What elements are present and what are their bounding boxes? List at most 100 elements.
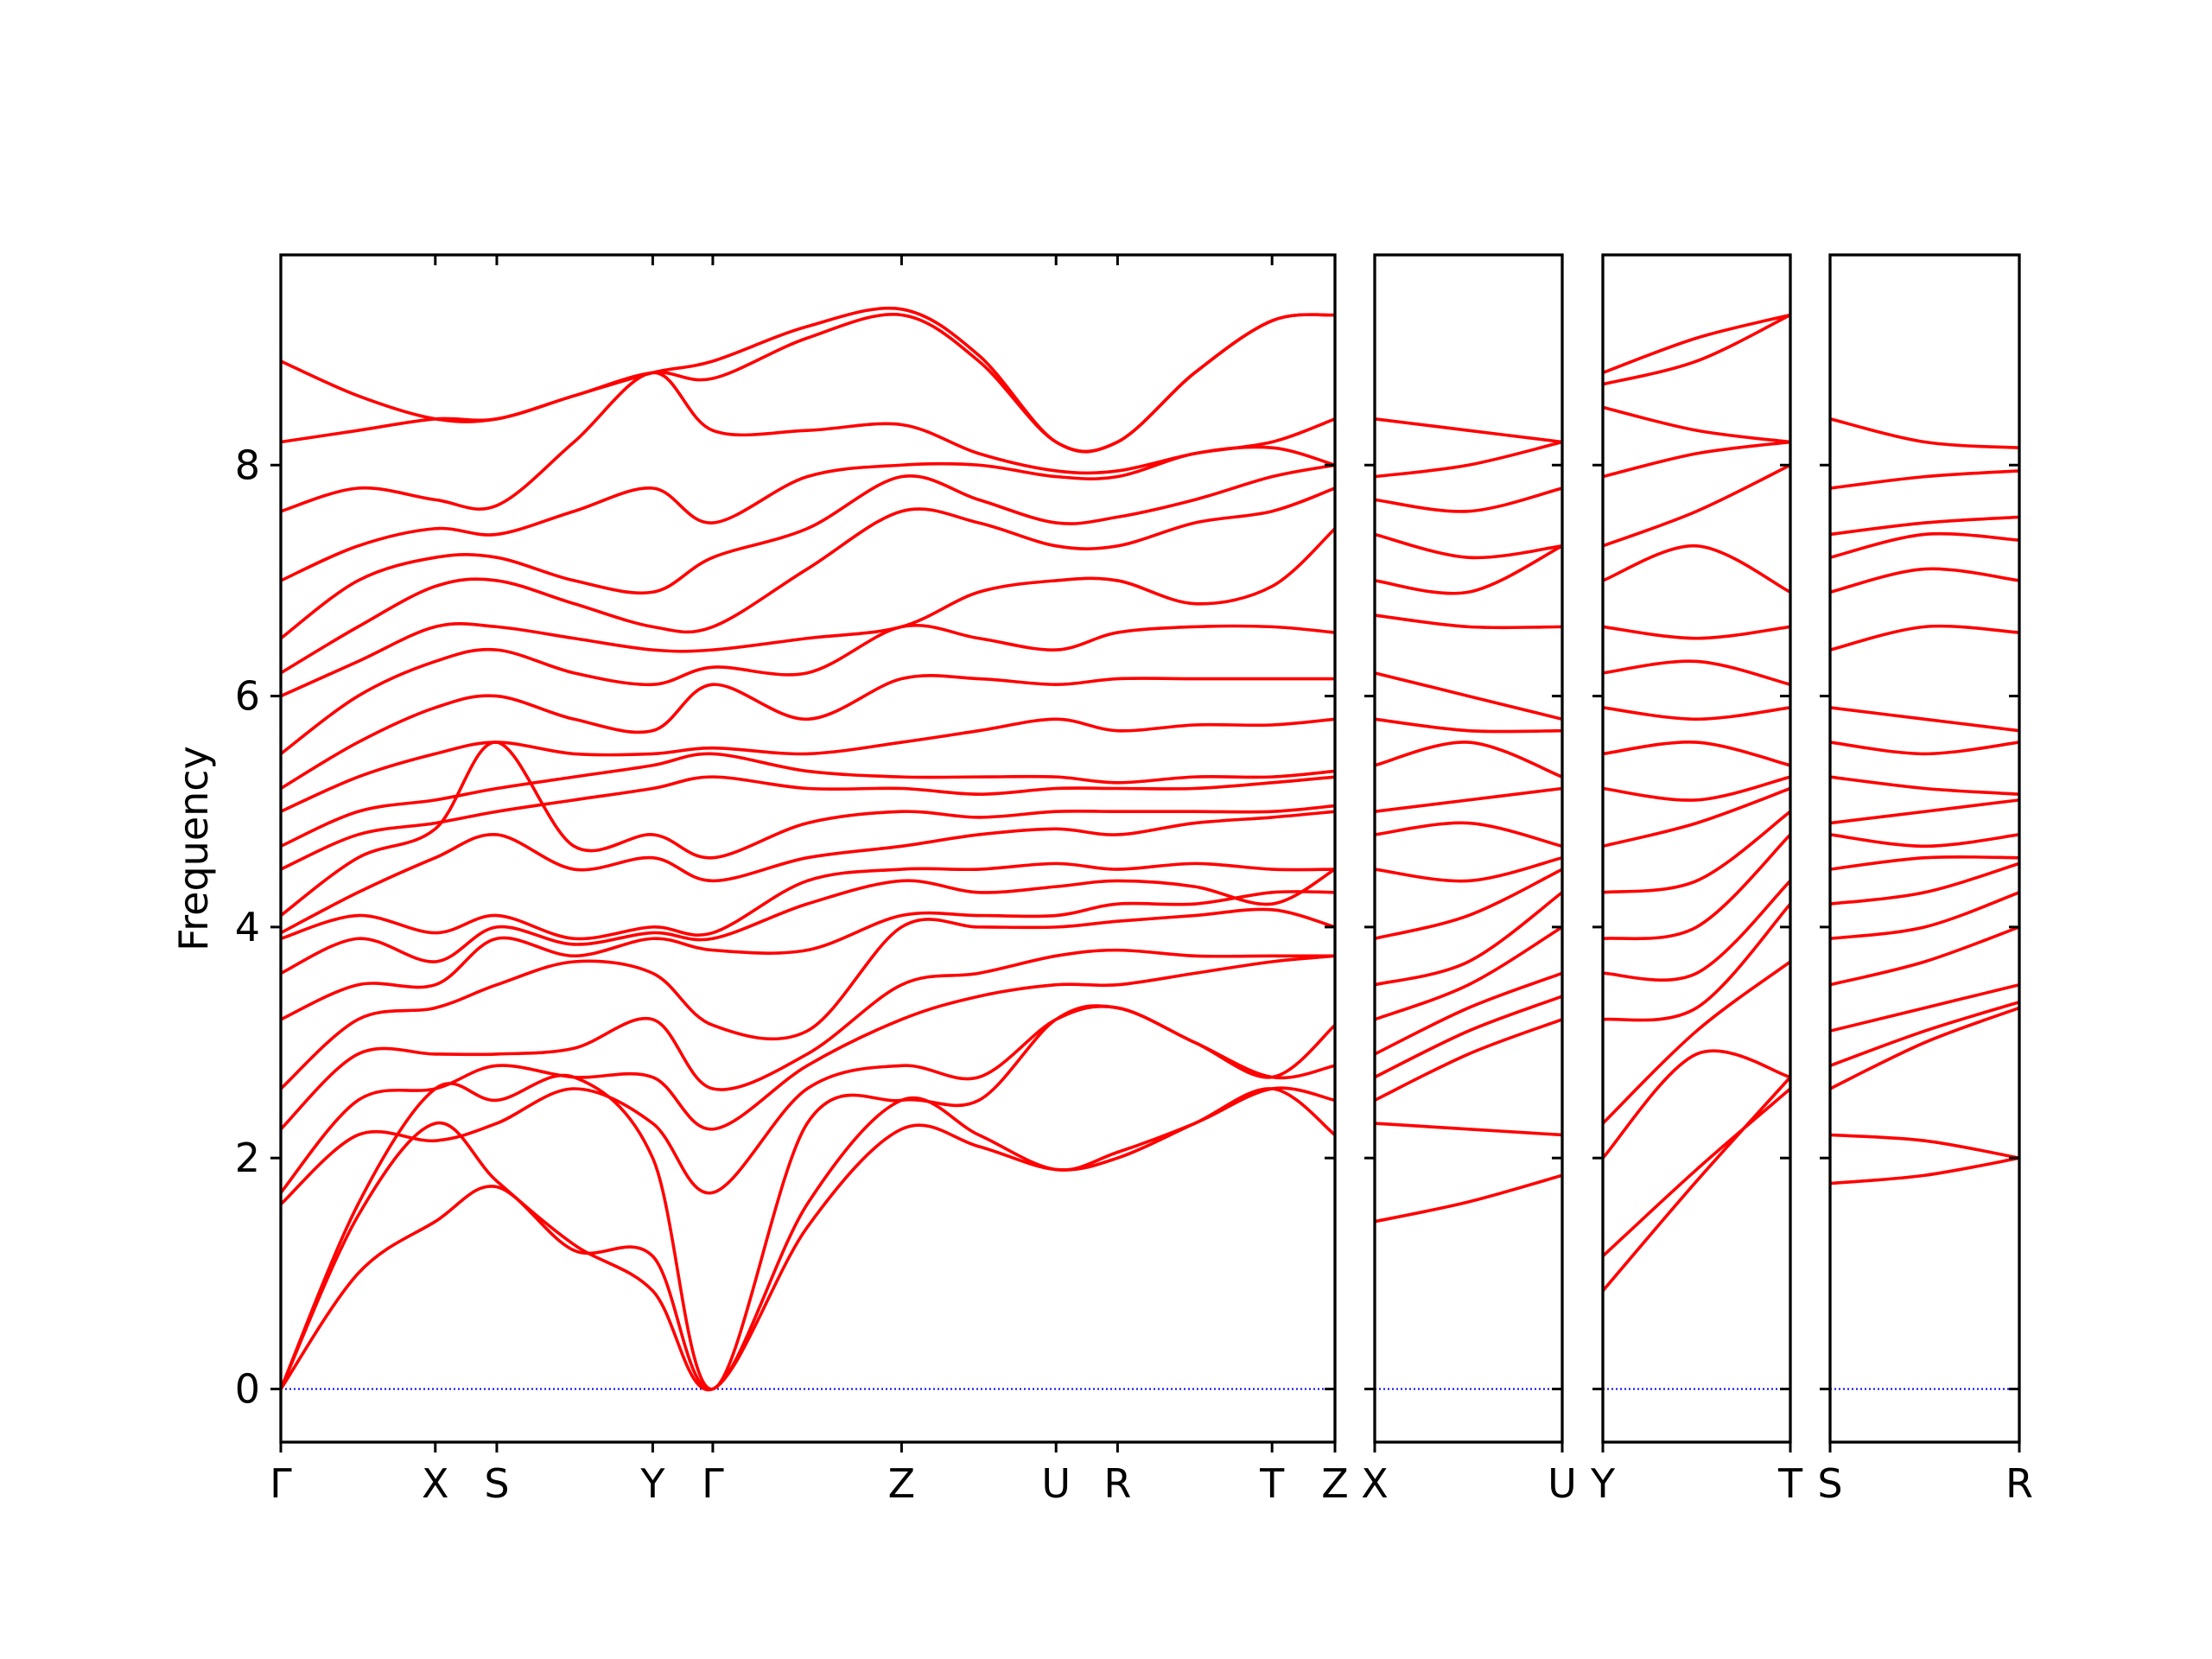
band-line: [1375, 786, 1562, 814]
band-line: [281, 486, 1335, 675]
band-line: [1375, 486, 1562, 513]
band-line: [281, 1004, 1335, 1206]
band-line: [281, 1086, 1335, 1391]
x-tick-label: U: [1548, 1460, 1577, 1507]
band-line: [1375, 613, 1562, 630]
band-line: [1603, 1049, 1790, 1160]
band-line: [1830, 891, 2019, 941]
band-line: [281, 889, 1335, 1021]
band-line: [1375, 532, 1562, 560]
band-line: [1603, 313, 1790, 386]
x-tick-label: T: [1777, 1460, 1803, 1507]
band-line: [1603, 463, 1790, 548]
band-line: [1375, 417, 1562, 444]
band-line: [281, 948, 1335, 1131]
band-line: [1830, 775, 2019, 796]
band-line: [1603, 960, 1790, 1125]
band-line: [1375, 868, 1562, 940]
band-line: [1830, 567, 2019, 594]
band-line: [1603, 544, 1790, 594]
axes-frame: [1373, 253, 1564, 1444]
band-line: [1603, 740, 1790, 767]
plot-area: [1830, 417, 2019, 1390]
band-line: [281, 463, 1335, 640]
band-line: [1830, 1133, 2019, 1160]
band-line: [1375, 741, 1562, 779]
y-tick-label: 2: [235, 1135, 260, 1181]
band-line: [1603, 625, 1790, 640]
band-line: [1603, 659, 1790, 686]
y-tick-label: 8: [235, 442, 260, 488]
band-line: [1603, 405, 1790, 444]
band-line: [1375, 544, 1562, 595]
band-line: [281, 775, 1335, 871]
x-tick-label: Z: [888, 1460, 916, 1507]
band-line: [1830, 798, 2019, 825]
band-line: [1830, 469, 2019, 490]
band-line: [1830, 925, 2019, 987]
band-line: [281, 1087, 1335, 1392]
band-line: [281, 741, 1335, 917]
axes-frame: [1828, 253, 2021, 1444]
band-line: [1830, 515, 2019, 537]
band-line: [1830, 982, 2019, 1033]
band-line: [281, 717, 1335, 813]
band-line: [1830, 1156, 2019, 1185]
band-line: [1375, 1173, 1562, 1224]
band-line: [1375, 1018, 1562, 1102]
x-tick-label: S: [484, 1460, 509, 1507]
band-line: [281, 861, 1335, 941]
x-tick-label: Y: [1590, 1460, 1616, 1507]
plot-area: [281, 306, 1335, 1392]
band-line: [281, 371, 1335, 513]
band-line: [1603, 1087, 1790, 1258]
band-line: [1830, 861, 2019, 906]
x-tick-label: X: [1361, 1460, 1389, 1507]
band-line: [1830, 833, 2019, 849]
band-line: [281, 954, 1335, 1194]
x-tick-label: Γ: [270, 1460, 292, 1507]
band-line: [281, 623, 1335, 755]
band-line: [1830, 1001, 2019, 1067]
x-tick-label: Z: [1321, 1460, 1349, 1507]
plot-area: [1603, 313, 1790, 1390]
band-line: [1603, 786, 1790, 849]
band-line: [1830, 1006, 2019, 1090]
y-axis-label: Frequency: [170, 746, 217, 951]
band-line: [1375, 440, 1562, 479]
band-line: [281, 752, 1335, 848]
band-line: [1375, 855, 1562, 883]
band-line: [1830, 741, 2019, 756]
axes-frame: [279, 253, 1337, 1444]
band-line: [1603, 706, 1790, 721]
x-tick-label: S: [1817, 1460, 1842, 1507]
band-line: [1603, 313, 1790, 375]
band-line: [1375, 995, 1562, 1079]
band-line: [1375, 925, 1562, 1021]
band-line: [1375, 1122, 1562, 1137]
y-tick-label: 4: [235, 904, 260, 950]
band-line: [1375, 821, 1562, 849]
band-line: [281, 868, 1335, 975]
band-line: [1603, 1076, 1790, 1293]
axes-frame: [1601, 253, 1792, 1444]
x-tick-label: R: [2005, 1460, 2033, 1507]
band-line: [1603, 775, 1790, 802]
band-line: [1375, 717, 1562, 734]
band-line: [281, 907, 1335, 1090]
band-line: [281, 527, 1335, 698]
band-line: [1830, 624, 2019, 652]
band-line: [1375, 891, 1562, 987]
band-line: [281, 306, 1335, 454]
x-tick-label: T: [1259, 1460, 1285, 1507]
band-line: [1375, 971, 1562, 1056]
band-line: [1603, 833, 1790, 941]
band-line: [1603, 880, 1790, 982]
x-tick-label: R: [1103, 1460, 1131, 1507]
band-line: [1830, 417, 2019, 450]
x-tick-label: Y: [639, 1460, 665, 1507]
band-line: [1603, 810, 1790, 894]
